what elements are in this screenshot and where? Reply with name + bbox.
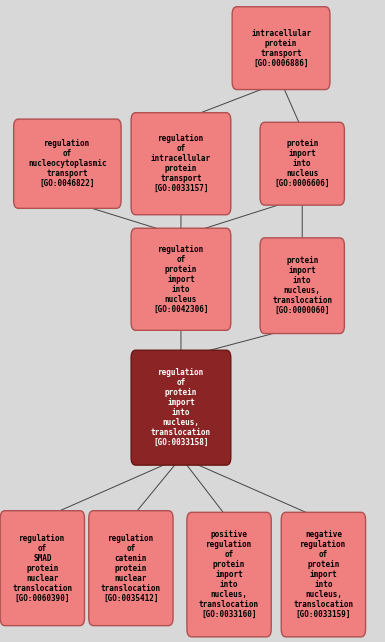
Text: regulation
of
protein
import
into
nucleus
[GO:0042306]: regulation of protein import into nucleu… <box>153 245 209 314</box>
Text: negative
regulation
of
protein
import
into
nucleus,
translocation
[GO:0033159]: negative regulation of protein import in… <box>293 530 353 620</box>
Text: regulation
of
SMAD
protein
nuclear
translocation
[GO:0060390]: regulation of SMAD protein nuclear trans… <box>12 534 72 603</box>
FancyBboxPatch shape <box>13 119 121 208</box>
Text: positive
regulation
of
protein
import
into
nucleus,
translocation
[GO:0033160]: positive regulation of protein import in… <box>199 530 259 620</box>
Text: regulation
of
nucleocytoplasmic
transport
[GO:0046822]: regulation of nucleocytoplasmic transpor… <box>28 139 107 188</box>
FancyBboxPatch shape <box>281 512 365 637</box>
Text: protein
import
into
nucleus
[GO:0006606]: protein import into nucleus [GO:0006606] <box>275 139 330 188</box>
FancyBboxPatch shape <box>0 511 84 625</box>
Text: regulation
of
intracellular
protein
transport
[GO:0033157]: regulation of intracellular protein tran… <box>151 134 211 193</box>
FancyBboxPatch shape <box>232 6 330 89</box>
Text: regulation
of
protein
import
into
nucleus,
translocation
[GO:0033158]: regulation of protein import into nucleu… <box>151 368 211 447</box>
Text: protein
import
into
nucleus,
translocation
[GO:0000060]: protein import into nucleus, translocati… <box>272 256 332 315</box>
FancyBboxPatch shape <box>131 351 231 465</box>
FancyBboxPatch shape <box>131 229 231 331</box>
FancyBboxPatch shape <box>187 512 271 637</box>
FancyBboxPatch shape <box>260 238 344 333</box>
FancyBboxPatch shape <box>89 511 173 625</box>
FancyBboxPatch shape <box>260 123 344 205</box>
FancyBboxPatch shape <box>131 113 231 214</box>
Text: intracellular
protein
transport
[GO:0006886]: intracellular protein transport [GO:0006… <box>251 29 311 67</box>
Text: regulation
of
catenin
protein
nuclear
translocation
[GO:0035412]: regulation of catenin protein nuclear tr… <box>101 534 161 603</box>
